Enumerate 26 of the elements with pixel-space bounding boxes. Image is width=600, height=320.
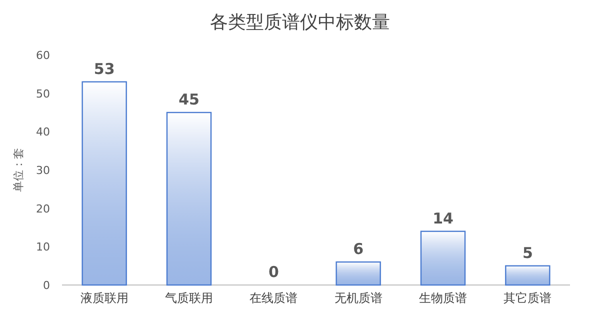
y-tick-label: 0 bbox=[43, 279, 50, 292]
x-tick-label: 在线质谱 bbox=[250, 291, 298, 305]
y-tick-label: 20 bbox=[36, 202, 50, 216]
y-tick-label: 10 bbox=[36, 240, 50, 254]
y-tick-label: 40 bbox=[36, 126, 50, 139]
data-label: 0 bbox=[268, 263, 279, 281]
bar bbox=[336, 261, 381, 286]
y-tick-label: 30 bbox=[36, 164, 50, 177]
y-tick-label: 50 bbox=[36, 87, 50, 100]
y-axis-title: 单位：套 bbox=[12, 148, 25, 192]
x-tick-label: 无机质谱 bbox=[334, 291, 382, 305]
bar bbox=[505, 265, 550, 286]
x-tick-label: 气质联用 bbox=[165, 291, 213, 305]
data-label: 53 bbox=[94, 60, 115, 78]
y-tick-label: 60 bbox=[36, 49, 50, 62]
data-label: 14 bbox=[432, 209, 454, 228]
x-tick-label: 液质联用 bbox=[80, 291, 128, 305]
x-tick-label: 生物质谱 bbox=[419, 291, 467, 305]
bar bbox=[420, 230, 466, 286]
data-label: 6 bbox=[353, 240, 364, 258]
bar bbox=[82, 81, 127, 286]
chart-title: 各类型质谱仪中标数量 bbox=[210, 12, 390, 33]
x-tick-label: 其它质谱 bbox=[504, 291, 552, 305]
bar bbox=[166, 112, 212, 286]
data-label: 5 bbox=[522, 244, 533, 262]
data-label: 45 bbox=[178, 90, 200, 108]
